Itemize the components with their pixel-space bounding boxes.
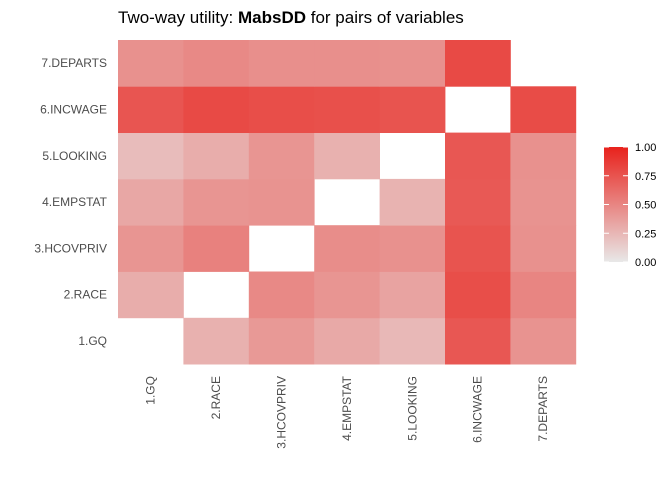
heatmap-cell-7.DEPARTS-2.RACE [510, 271, 577, 319]
heatmap-cell-4.EMPSTAT-6.INCWAGE [314, 86, 380, 133]
y-tick-label: 4.EMPSTAT [42, 195, 108, 209]
heatmap-cell-6.INCWAGE-7.DEPARTS [445, 40, 511, 87]
legend-tick-label: 0.00 [635, 257, 656, 269]
heatmap-cell-2.RACE-5.LOOKING [183, 132, 250, 180]
heatmap-cell-1.GQ-4.EMPSTAT [118, 178, 184, 226]
heatmap-cell-3.HCOVPRIV-1.GQ [248, 317, 315, 365]
heatmap-cell-1.GQ-3.HCOVPRIV [118, 225, 184, 272]
heatmap-cell-5.LOOKING-2.RACE [379, 271, 446, 319]
y-tick-label: 2.RACE [64, 288, 107, 302]
x-tick-label: 4.EMPSTAT [340, 375, 354, 441]
heatmap-cell-4.EMPSTAT-7.DEPARTS [314, 40, 380, 87]
heatmap-cell-7.DEPARTS-6.INCWAGE [510, 86, 577, 133]
y-tick-label: 1.GQ [78, 334, 107, 348]
heatmap-cell-1.GQ-6.INCWAGE [118, 86, 184, 133]
heatmap-cell-7.DEPARTS-4.EMPSTAT [510, 178, 577, 226]
heatmap-cell-6.INCWAGE-4.EMPSTAT [445, 178, 511, 226]
heatmap-cell-1.GQ-5.LOOKING [118, 132, 184, 180]
heatmap-cell-2.RACE-3.HCOVPRIV [183, 225, 250, 272]
color-legend: 1.00 0.75 0.50 0.25 0.00 [604, 142, 656, 269]
heatmap-cell-4.EMPSTAT-5.LOOKING [314, 132, 380, 180]
y-tick-label: 6.INCWAGE [40, 102, 107, 116]
heatmap-cell-7.DEPARTS-5.LOOKING [510, 132, 577, 180]
heatmap-cell-5.LOOKING-3.HCOVPRIV [379, 225, 446, 272]
heatmap-cell-3.HCOVPRIV-4.EMPSTAT [248, 178, 315, 226]
heatmap-cell-1.GQ-7.DEPARTS [118, 40, 184, 87]
heatmap-cell-4.EMPSTAT-3.HCOVPRIV [314, 225, 380, 272]
heatmap-cell-7.DEPARTS-3.HCOVPRIV [510, 225, 577, 272]
heatmap-cells [118, 40, 577, 365]
y-tick-label: 3.HCOVPRIV [34, 241, 107, 255]
heatmap-cell-6.INCWAGE-5.LOOKING [445, 132, 511, 180]
heatmap-cell-1.GQ-2.RACE [118, 271, 184, 319]
y-tick-label: 7.DEPARTS [41, 56, 107, 70]
chart-title: Two-way utility: MabsDD for pairs of var… [118, 8, 464, 27]
y-axis-tick-labels: 1.GQ 2.RACE 3.HCOVPRIV 4.EMPSTAT 5.LOOKING 6.… [34, 56, 107, 348]
heatmap-cell-5.LOOKING-7.DEPARTS [379, 40, 446, 87]
legend-ticks: 1.00 0.75 0.50 0.25 0.00 [604, 142, 656, 269]
legend-tick-label: 0.75 [635, 171, 656, 183]
heatmap-cell-3.HCOVPRIV-6.INCWAGE [248, 86, 315, 133]
heatmap-cell-7.DEPARTS-1.GQ [510, 317, 577, 365]
x-tick-label: 3.HCOVPRIV [275, 376, 289, 449]
heatmap-cell-2.RACE-1.GQ [183, 317, 250, 365]
x-tick-label: 2.RACE [209, 376, 223, 419]
heatmap-cell-6.INCWAGE-3.HCOVPRIV [445, 225, 511, 272]
heatmap-cell-3.HCOVPRIV-5.LOOKING [248, 132, 315, 180]
x-tick-label: 1.GQ [144, 376, 158, 405]
heatmap-cell-3.HCOVPRIV-7.DEPARTS [248, 40, 315, 87]
y-tick-label: 5.LOOKING [42, 149, 107, 163]
heatmap-cell-6.INCWAGE-2.RACE [445, 271, 511, 319]
heatmap-cell-2.RACE-6.INCWAGE [183, 86, 250, 133]
heatmap-cell-4.EMPSTAT-1.GQ [314, 317, 380, 365]
heatmap-cell-5.LOOKING-4.EMPSTAT [379, 178, 446, 226]
legend-tick-label: 0.25 [635, 228, 656, 240]
chart-title-bold: MabsDD [238, 8, 306, 27]
heatmap-cell-5.LOOKING-1.GQ [379, 317, 446, 365]
x-tick-label: 7.DEPARTS [536, 376, 550, 442]
heatmap-cell-2.RACE-7.DEPARTS [183, 40, 250, 87]
legend-tick-label: 0.50 [635, 200, 656, 212]
heatmap-cell-3.HCOVPRIV-2.RACE [248, 271, 315, 319]
x-tick-label: 6.INCWAGE [471, 376, 485, 443]
heatmap-cell-2.RACE-4.EMPSTAT [183, 178, 250, 226]
chart-title-prefix: Two-way utility: [118, 8, 238, 27]
legend-tick-label: 1.00 [635, 142, 656, 154]
heatmap-cell-5.LOOKING-6.INCWAGE [379, 86, 446, 133]
x-axis-tick-labels: 1.GQ 2.RACE 3.HCOVPRIV 4.EMPSTAT 5.LOOKING 6.… [144, 375, 550, 448]
x-tick-label: 5.LOOKING [405, 376, 419, 441]
chart-title-suffix: for pairs of variables [306, 8, 464, 27]
heatmap-cell-6.INCWAGE-1.GQ [445, 317, 511, 365]
heatmap-cell-4.EMPSTAT-2.RACE [314, 271, 380, 319]
